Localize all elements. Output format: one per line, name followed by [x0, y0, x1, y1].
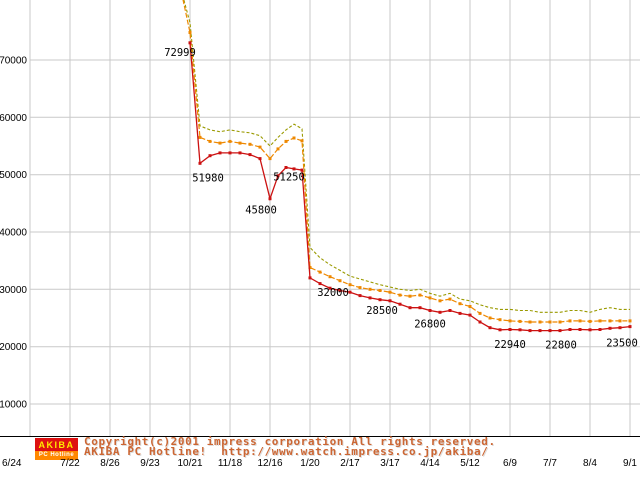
x-axis-label: 3/17	[380, 458, 400, 469]
x-axis-labels: 6/24 7/22 8/26 9/23 10/21 11/18 12/16 1/20 2/17 3…	[0, 458, 640, 472]
svg-text:22940: 22940	[494, 339, 526, 351]
series-olive-dashed	[183, 0, 630, 313]
x-axis-label: 12/16	[257, 458, 283, 469]
gridlines	[29, 0, 640, 437]
svg-text:20000: 20000	[0, 342, 27, 353]
svg-text:10000: 10000	[0, 400, 27, 411]
copyright-text: Copyright(c)2001 impress corporation All…	[84, 435, 496, 448]
site-url-text: AKIBA PC Hotline! http://www.watch.impre…	[84, 445, 489, 458]
svg-text:51250: 51250	[273, 172, 305, 184]
svg-text:40000: 40000	[0, 228, 27, 239]
akiba-logo: AKIBA PC Hotline	[35, 438, 78, 460]
svg-text:28500: 28500	[366, 305, 398, 317]
x-axis-label: 10/21	[177, 458, 203, 469]
series-red-solid	[188, 41, 632, 333]
svg-text:50000: 50000	[0, 170, 27, 181]
svg-text:51980: 51980	[192, 172, 224, 184]
y-axis-labels: 10000 20000 30000 40000 50000 60000 70000	[0, 56, 27, 411]
x-axis-label: 9/23	[140, 458, 160, 469]
x-axis-label: 1/20	[300, 458, 320, 469]
svg-text:72999: 72999	[164, 47, 196, 59]
svg-text:22800: 22800	[545, 340, 577, 352]
svg-text:32000: 32000	[317, 287, 349, 299]
x-axis-label: 2/17	[340, 458, 360, 469]
x-axis-label: 8/4	[583, 458, 597, 469]
svg-text:23500: 23500	[606, 338, 638, 350]
value-annotations: 72999 51980 45800 51250 32000 28500 26800 22940…	[164, 47, 638, 352]
price-history-chart: 10000 20000 30000 40000 50000 60000 70000 72999…	[0, 0, 640, 437]
x-axis-label: 4/14	[420, 458, 440, 469]
svg-text:30000: 30000	[0, 285, 27, 296]
x-axis-label: 5/12	[460, 458, 480, 469]
svg-text:60000: 60000	[0, 113, 27, 124]
x-axis-label: 9/1	[623, 458, 637, 469]
x-axis-label: 8/26	[100, 458, 120, 469]
x-axis-label: 7/22	[60, 458, 80, 469]
x-axis-label: 7/7	[543, 458, 557, 469]
x-axis-label: 6/9	[503, 458, 517, 469]
svg-text:45800: 45800	[245, 205, 277, 217]
x-axis-label: 6/24	[2, 458, 22, 469]
svg-text:26800: 26800	[414, 319, 446, 331]
footer: AKIBA PC Hotline Copyright(c)2001 impres…	[0, 435, 640, 460]
svg-text:70000: 70000	[0, 56, 27, 67]
akiba-logo-top: AKIBA	[35, 438, 78, 451]
x-axis-label: 11/18	[217, 458, 243, 469]
series-orange-dashed	[182, 0, 632, 324]
akiba-logo-bottom: PC Hotline	[35, 451, 78, 460]
credits: Copyright(c)2001 impress corporation All…	[84, 435, 496, 458]
